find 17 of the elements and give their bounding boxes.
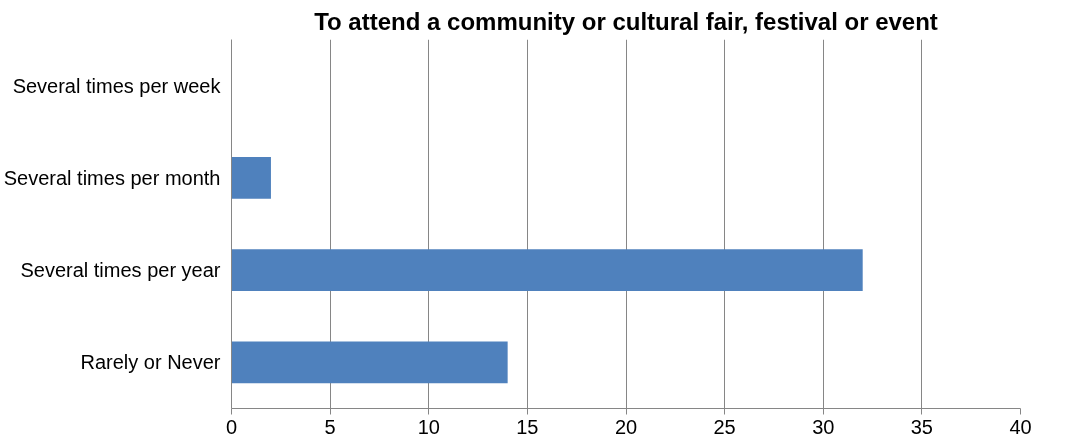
y-tick-label: Several times per month (3, 166, 221, 189)
y-tick-label: Several times per week (12, 74, 222, 97)
x-tick-label: 20 (614, 415, 638, 438)
x-tick-label: 0 (225, 415, 238, 438)
x-tick-label: 10 (417, 415, 440, 438)
y-tick-label: Rarely or Never (80, 351, 221, 374)
bar (231, 249, 863, 291)
x-tick-label: 5 (324, 415, 336, 438)
x-tick-label: 35 (910, 415, 933, 438)
x-tick-label: 25 (713, 415, 736, 438)
x-tick-label: 30 (812, 415, 835, 438)
y-tick-label: Several times per year (20, 259, 221, 282)
bar (231, 341, 508, 384)
x-tick-label: 40 (1009, 415, 1032, 438)
bar (231, 157, 271, 199)
chart-title: To attend a community or cultural fair, festival or event (314, 7, 938, 35)
x-tick-label: 15 (516, 415, 539, 438)
